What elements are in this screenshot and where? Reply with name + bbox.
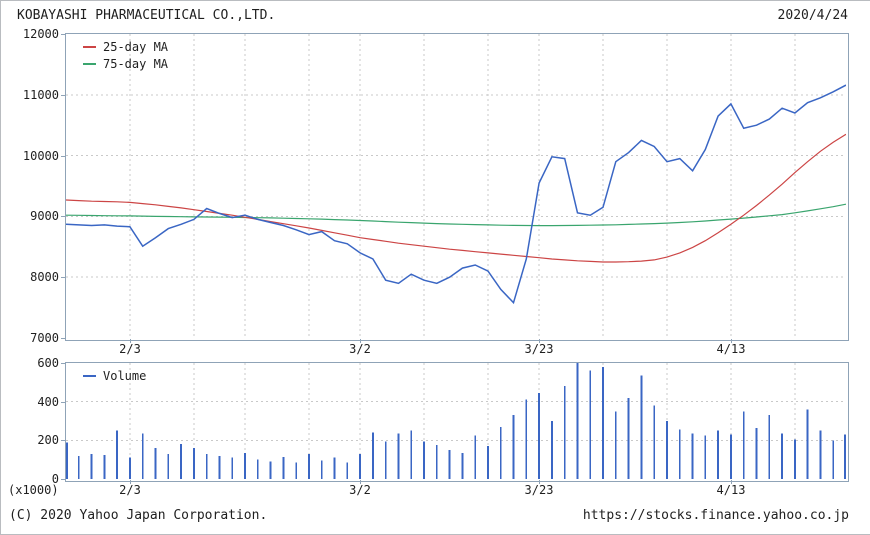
- price-legend: 25-day MA 75-day MA: [83, 38, 168, 72]
- price-y-tick-label: 8000: [30, 270, 59, 284]
- volume-legend: Volume: [83, 367, 146, 384]
- volume-y-tick-label: 600: [37, 356, 59, 370]
- stock-title: KOBAYASHI PHARMACEUTICAL CO.,LTD.: [17, 8, 276, 23]
- ma25-legend-label: 25-day MA: [103, 39, 169, 54]
- volume-y-tick-label: 400: [37, 395, 59, 409]
- legend-item-volume: Volume: [83, 367, 146, 384]
- price-chart-canvas: [66, 34, 846, 338]
- ma75-line-icon: [83, 62, 96, 65]
- copyright-text: (C) 2020 Yahoo Japan Corporation.: [9, 508, 268, 523]
- volume-legend-label: Volume: [103, 368, 147, 383]
- volume-x-tick-label: 3/23: [524, 483, 554, 497]
- volume-chart-canvas: [66, 363, 846, 479]
- price-x-tick-label: 4/13: [716, 342, 746, 356]
- footer-url-link[interactable]: https://stocks.finance.yahoo.co.jp: [582, 508, 849, 523]
- volume-line-icon: [83, 374, 96, 377]
- price-y-tick-label: 9000: [30, 209, 59, 223]
- chart-date: 2020/4/24: [777, 8, 848, 23]
- legend-item-ma25: 25-day MA: [83, 38, 168, 55]
- price-chart-plot: 25-day MA 75-day MA: [65, 33, 849, 341]
- price-x-tick-label: 3/2: [349, 342, 371, 356]
- ma25-line-icon: [83, 45, 96, 48]
- volume-y-tick-label: 200: [37, 433, 59, 447]
- legend-item-ma75: 75-day MA: [83, 55, 168, 72]
- price-x-tick-label: 3/23: [524, 342, 554, 356]
- volume-chart-plot: Volume: [65, 362, 849, 482]
- ma75-legend-label: 75-day MA: [103, 56, 169, 71]
- price-x-tick-label: 2/3: [119, 342, 141, 356]
- price-y-tick-label: 7000: [30, 331, 59, 345]
- volume-x-tick-label: 2/3: [119, 483, 141, 497]
- volume-unit-label: (x1000): [8, 483, 59, 497]
- price-y-tick-label: 12000: [22, 27, 59, 41]
- price-y-tick-label: 10000: [22, 149, 59, 163]
- price-y-tick-label: 11000: [22, 88, 59, 102]
- volume-x-tick-label: 3/2: [349, 483, 371, 497]
- volume-x-tick-label: 4/13: [716, 483, 746, 497]
